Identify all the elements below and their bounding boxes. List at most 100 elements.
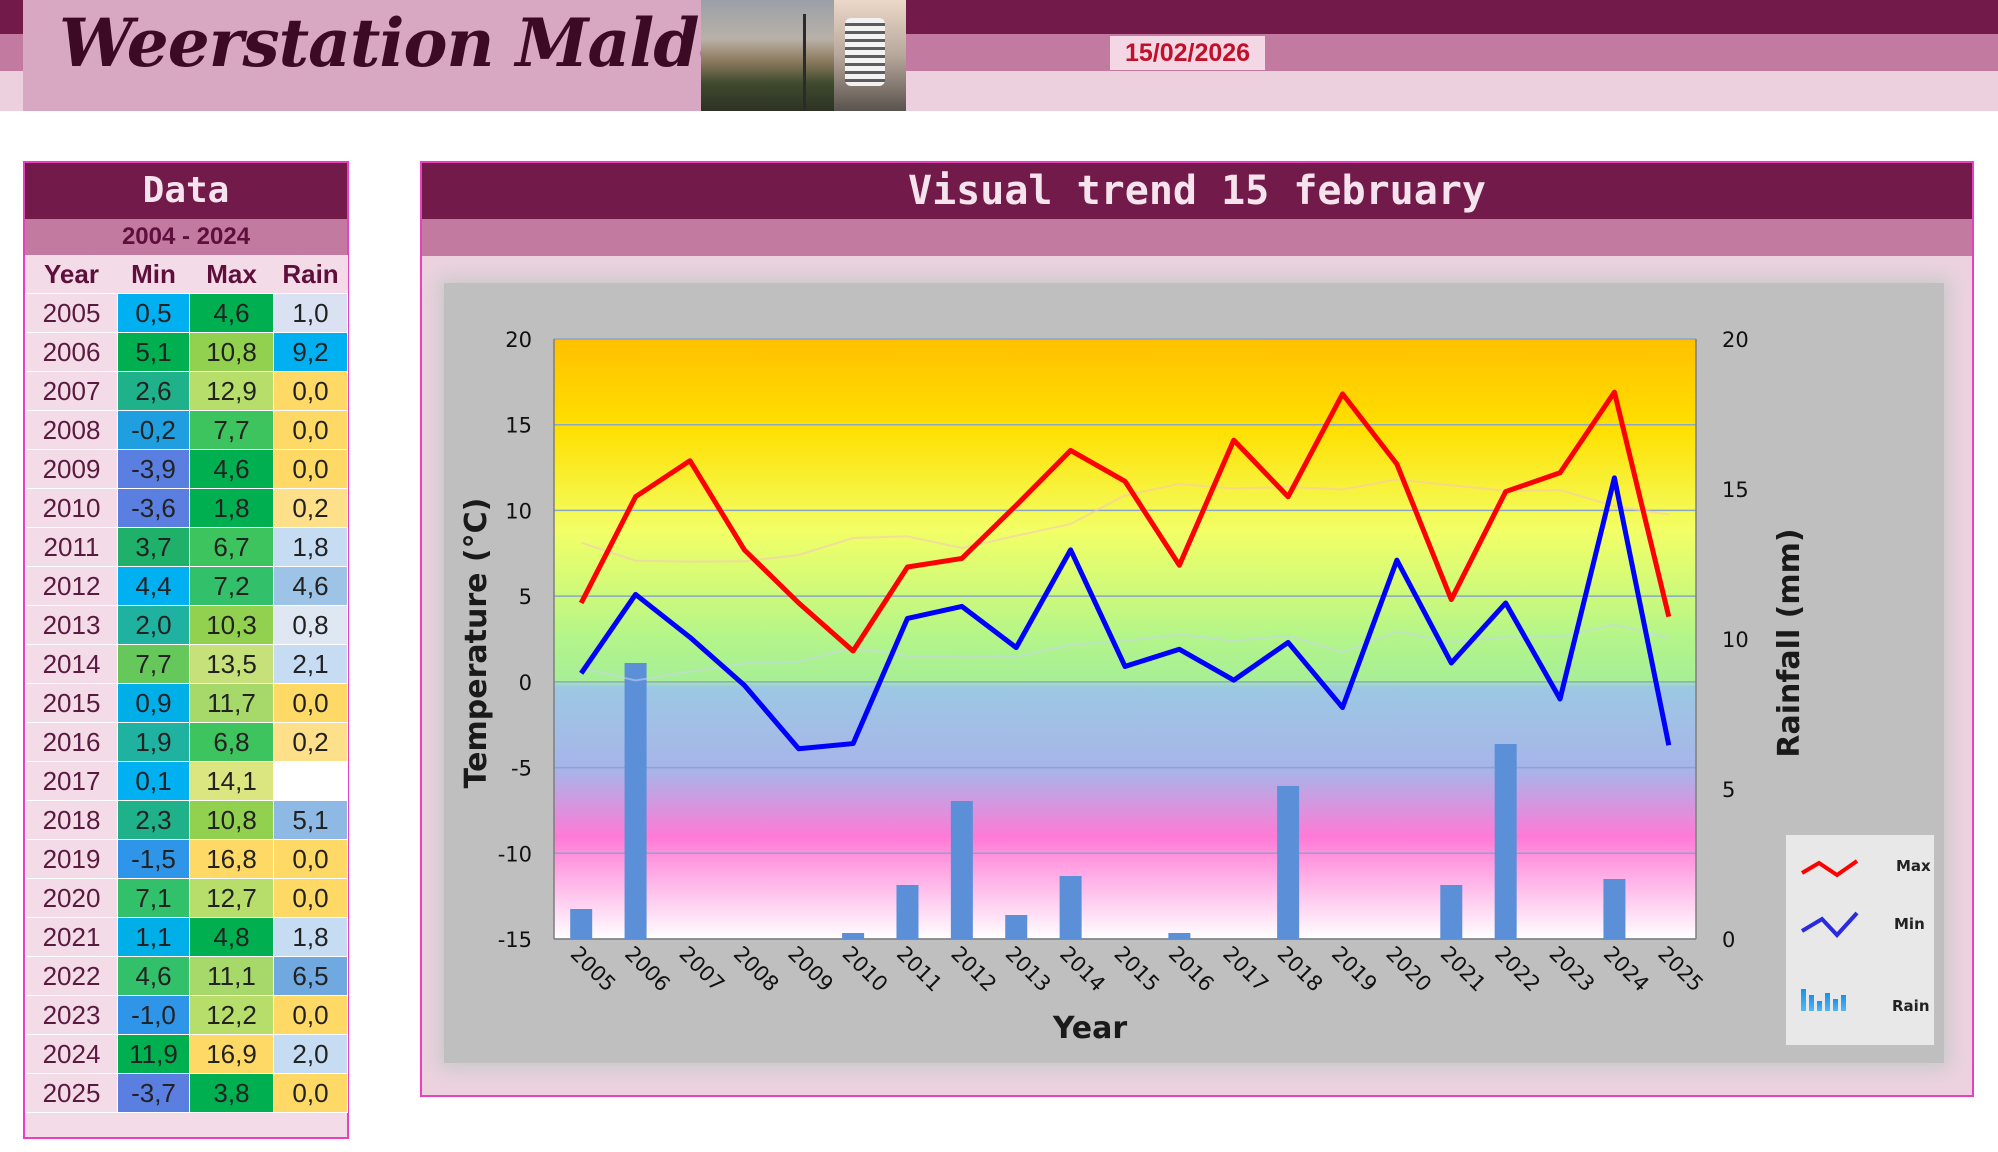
rain-bar <box>1005 915 1028 939</box>
data-panel: Data 2004 - 2024 Year Min Max Rain 2005 0… <box>23 161 349 1139</box>
table-row: 2024 11,9 16,9 2,0 <box>25 1034 348 1074</box>
rain-bar <box>624 663 647 939</box>
y2-axis-title: Rainfall (mm) <box>1772 528 1807 757</box>
year-cell: 2014 <box>25 644 118 684</box>
table-row: 2019 -1,5 16,8 0,0 <box>25 839 348 879</box>
y-tick-label: 20 <box>505 328 532 352</box>
x-tick-label: 2005 <box>566 942 621 997</box>
table-row: 2017 0,1 14,1 <box>25 761 348 801</box>
year-cell: 2021 <box>25 917 118 957</box>
max-cell: 10,8 <box>189 332 274 372</box>
min-series-line <box>579 475 1672 752</box>
min-cell: -3,9 <box>117 449 190 489</box>
rain-bar <box>570 909 593 939</box>
min-cell: 7,7 <box>117 644 190 684</box>
year-cell: 2016 <box>25 722 118 762</box>
x-tick-label: 2007 <box>674 942 729 997</box>
min-cell: 7,1 <box>117 878 190 918</box>
max-cell: 1,8 <box>189 488 274 528</box>
table-row: 2023 -1,0 12,2 0,0 <box>25 995 348 1035</box>
x-tick-label: 2015 <box>1109 942 1164 997</box>
rain-cell: 0,2 <box>273 488 348 528</box>
max-cell: 3,8 <box>189 1073 274 1113</box>
year-cell: 2010 <box>25 488 118 528</box>
y2-tick-label: 20 <box>1722 328 1749 352</box>
max-cell: 12,9 <box>189 371 274 411</box>
rain-cell: 0,0 <box>273 410 348 450</box>
min-cell: 4,4 <box>117 566 190 606</box>
x-tick-label: 2006 <box>620 942 675 997</box>
y-tick-label: 5 <box>519 585 532 609</box>
legend-rain-label: Rain <box>1892 997 1930 1015</box>
rain-cell: 1,8 <box>273 527 348 567</box>
y-tick-label: 0 <box>519 671 532 695</box>
max-cell: 16,8 <box>189 839 274 879</box>
year-cell: 2009 <box>25 449 118 489</box>
table-row: 2006 5,1 10,8 9,2 <box>25 332 348 372</box>
year-cell: 2005 <box>25 293 118 333</box>
x-tick-label: 2019 <box>1327 942 1382 997</box>
x-tick-label: 2013 <box>1001 942 1056 997</box>
rain-cell: 0,0 <box>273 995 348 1035</box>
table-row: 2011 3,7 6,7 1,8 <box>25 527 348 567</box>
max-cell: 4,6 <box>189 293 274 333</box>
x-tick-label: 2014 <box>1055 942 1110 997</box>
trend-line <box>580 623 1670 682</box>
rain-cell: 4,6 <box>273 566 348 606</box>
max-cell: 14,1 <box>189 761 274 801</box>
year-cell: 2018 <box>25 800 118 840</box>
rain-bar <box>950 801 973 939</box>
rain-cell: 2,0 <box>273 1034 348 1074</box>
rain-cell: 0,0 <box>273 878 348 918</box>
year-cell: 2006 <box>25 332 118 372</box>
legend-max-label: Max <box>1896 857 1931 875</box>
legend-rain-icon <box>1801 989 1846 1011</box>
rain-bar <box>896 885 919 939</box>
rain-cell: 0,0 <box>273 839 348 879</box>
x-tick-label: 2024 <box>1599 942 1654 997</box>
x-axis-title: Year <box>1052 1011 1128 1046</box>
column-header-max: Max <box>189 255 274 294</box>
max-cell: 4,8 <box>189 917 274 957</box>
min-cell: 3,7 <box>117 527 190 567</box>
max-series-line <box>578 389 1672 654</box>
year-cell: 2017 <box>25 761 118 801</box>
column-header-min: Min <box>117 255 190 294</box>
y-tick-label: 15 <box>505 414 532 438</box>
rain-bar <box>1603 879 1626 939</box>
y2-tick-label: 5 <box>1722 778 1735 802</box>
x-tick-label: 2010 <box>838 942 893 997</box>
data-table: Year Min Max Rain 2005 0,5 4,6 1,0 2006 5,1 10… <box>25 255 348 1113</box>
y2-tick-label: 15 <box>1722 478 1749 502</box>
rain-cell: 2,1 <box>273 644 348 684</box>
header-photo-landscape <box>701 0 834 111</box>
x-tick-label: 2012 <box>946 942 1001 997</box>
rain-cell: 0,0 <box>273 449 348 489</box>
year-cell: 2025 <box>25 1073 118 1113</box>
min-cell: -0,2 <box>117 410 190 450</box>
min-cell: 1,9 <box>117 722 190 762</box>
table-header-row: Year Min Max Rain <box>25 255 348 294</box>
max-cell: 10,8 <box>189 800 274 840</box>
rain-cell <box>273 761 348 801</box>
x-tick-label: 2018 <box>1273 942 1328 997</box>
max-cell: 11,7 <box>189 683 274 723</box>
rain-cell: 0,0 <box>273 683 348 723</box>
x-tick-label: 2025 <box>1653 942 1708 997</box>
table-row: 2009 -3,9 4,6 0,0 <box>25 449 348 489</box>
x-tick-label: 2023 <box>1545 942 1600 997</box>
y-axis-title: Temperature (°C) <box>459 498 494 789</box>
min-cell: 5,1 <box>117 332 190 372</box>
min-cell: 11,9 <box>117 1034 190 1074</box>
rain-cell: 0,0 <box>273 1073 348 1113</box>
max-cell: 7,7 <box>189 410 274 450</box>
x-tick-label: 2020 <box>1381 942 1436 997</box>
x-tick-label: 2009 <box>783 942 838 997</box>
x-tick-label: 2017 <box>1218 942 1273 997</box>
chart-area: 20 15 10 5 0 -5 -10 -15 20 15 10 5 0 2005 2006 2007 2008… <box>444 283 1944 1063</box>
year-cell: 2022 <box>25 956 118 996</box>
legend-max-icon <box>1800 859 1859 878</box>
year-cell: 2011 <box>25 527 118 567</box>
year-cell: 2019 <box>25 839 118 879</box>
y2-tick-label: 0 <box>1722 928 1735 952</box>
